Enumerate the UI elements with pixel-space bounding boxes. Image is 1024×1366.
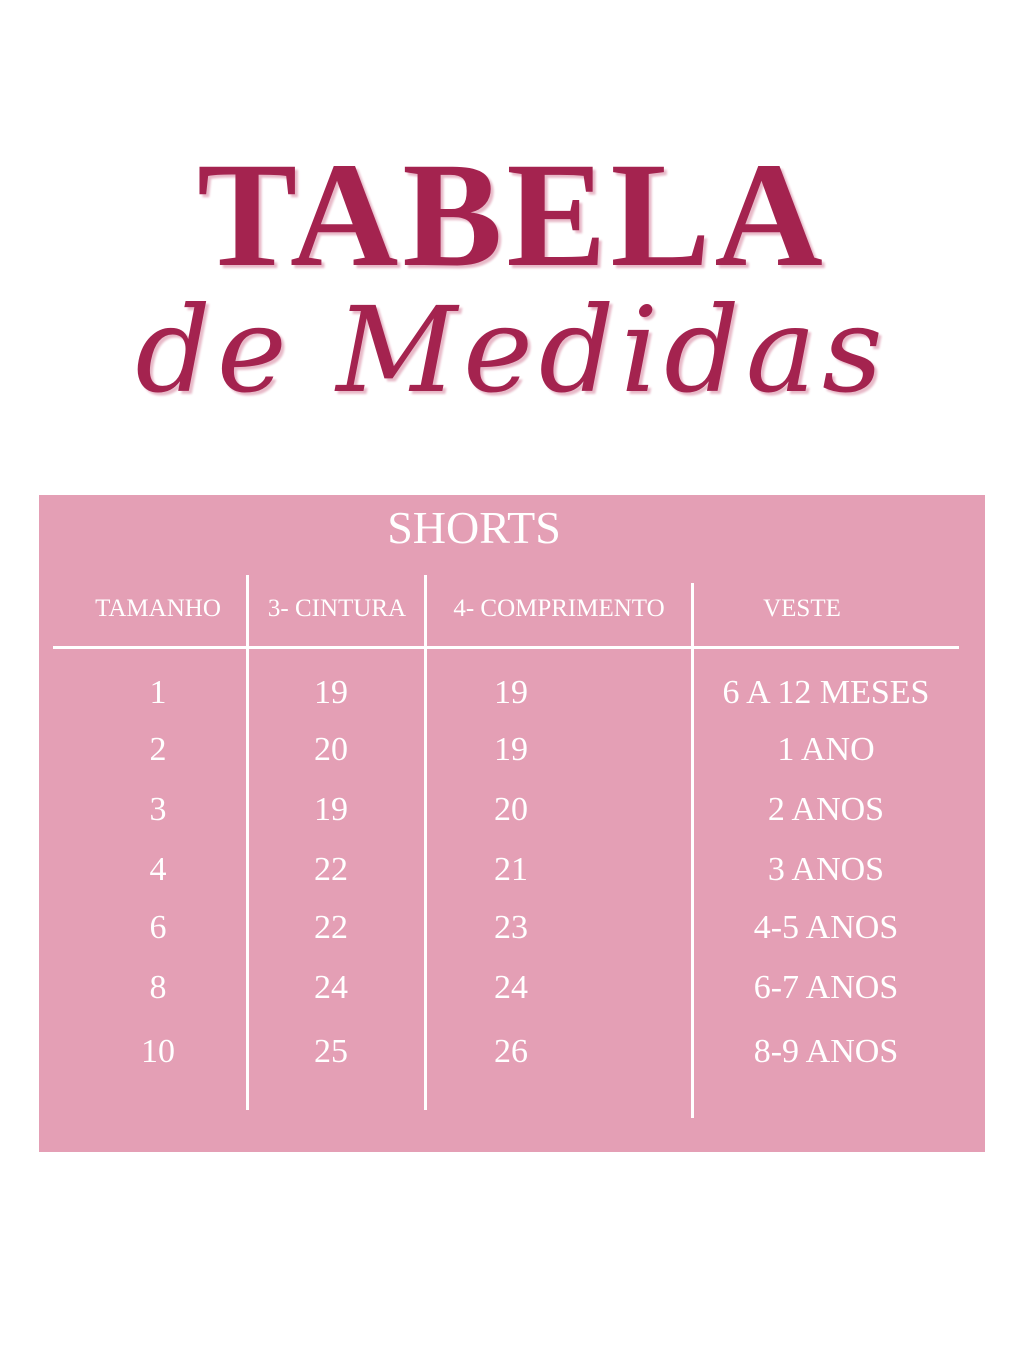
header-divider bbox=[53, 646, 959, 649]
cell-cintura: 25 bbox=[314, 1033, 348, 1070]
cell-comprimento: 21 bbox=[494, 851, 528, 888]
cell-comprimento: 26 bbox=[494, 1033, 528, 1070]
column-header-veste: VESTE bbox=[763, 595, 841, 622]
column-divider bbox=[691, 583, 694, 1118]
cell-tamanho: 6 bbox=[149, 909, 167, 946]
column-header-comprimento: 4- COMPRIMENTO bbox=[453, 595, 665, 622]
cell-cintura: 19 bbox=[314, 791, 348, 828]
cell-comprimento: 19 bbox=[494, 674, 528, 711]
cell-tamanho: 10 bbox=[141, 1033, 175, 1070]
cell-cintura: 20 bbox=[314, 731, 348, 768]
cell-tamanho: 3 bbox=[149, 791, 167, 828]
table-caption: SHORTS bbox=[387, 502, 561, 553]
column-divider bbox=[246, 575, 249, 1110]
column-divider bbox=[424, 575, 427, 1110]
cell-comprimento: 24 bbox=[494, 969, 528, 1006]
cell-tamanho: 1 bbox=[149, 674, 167, 711]
cell-veste: 1 ANO bbox=[777, 731, 875, 768]
cell-comprimento: 23 bbox=[494, 909, 528, 946]
cell-veste: 6-7 ANOS bbox=[753, 969, 899, 1006]
cell-veste: 6 A 12 MESES bbox=[722, 674, 930, 711]
cell-cintura: 22 bbox=[314, 909, 348, 946]
cell-veste: 4-5 ANOS bbox=[753, 909, 899, 946]
cell-tamanho: 4 bbox=[149, 851, 167, 888]
cell-cintura: 24 bbox=[314, 969, 348, 1006]
size-table-panel: SHORTS TAMANHO 3- CINTURA 4- COMPRIMENTO… bbox=[39, 495, 985, 1152]
column-header-cintura: 3- CINTURA bbox=[267, 595, 407, 622]
title-tabela: TABELA bbox=[197, 132, 827, 298]
cell-comprimento: 19 bbox=[494, 731, 528, 768]
column-header-tamanho: TAMANHO bbox=[95, 595, 221, 622]
cell-cintura: 19 bbox=[314, 674, 348, 711]
cell-veste: 2 ANOS bbox=[767, 791, 885, 828]
cell-veste: 8-9 ANOS bbox=[753, 1033, 899, 1070]
cell-tamanho: 2 bbox=[149, 731, 167, 768]
cell-comprimento: 20 bbox=[494, 791, 528, 828]
cell-veste: 3 ANOS bbox=[767, 851, 885, 888]
cell-cintura: 22 bbox=[314, 851, 348, 888]
cell-tamanho: 8 bbox=[149, 969, 167, 1006]
title-de-medidas: de Medidas bbox=[135, 281, 889, 419]
